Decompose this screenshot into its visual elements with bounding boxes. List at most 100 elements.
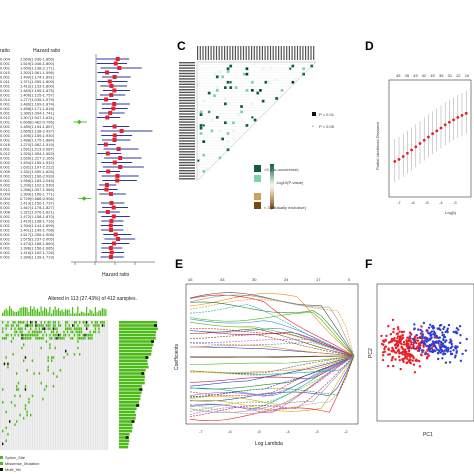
forest-hr-text: 1.331(1.090-1.625) [20, 169, 55, 174]
matrix-row-label [179, 159, 195, 161]
oncoprint-cell [3, 337, 6, 340]
oncoprint-cell [7, 362, 9, 366]
cv-x-tick: -3 [453, 200, 457, 205]
pca-point [412, 344, 415, 348]
coefficient-path [189, 355, 355, 414]
pca-point [444, 330, 447, 334]
cv-point [443, 123, 447, 127]
oncoprint-cell [59, 324, 62, 327]
forest-hr-text: 1.399(1.139-1.719) [20, 254, 55, 259]
panel-e-x-label: Log Lambda [255, 441, 283, 447]
forest-pvalue: 0.001 [0, 83, 11, 88]
pca-point [393, 337, 396, 340]
oncoprint-side-multi [141, 372, 145, 375]
oncoprint-side-bar [119, 349, 152, 353]
coef-top-tick: 43 [220, 277, 225, 282]
oncoprint-top-bar [17, 310, 19, 316]
forest-hr-text: 1.480(1.169-1.874) [20, 101, 55, 106]
forest-point [109, 84, 114, 88]
oncoprint-cell [79, 330, 81, 334]
pca-point [393, 350, 396, 354]
oncoprint-cell [19, 413, 21, 417]
pca-point [426, 357, 429, 360]
pca-point [381, 358, 385, 362]
forest-hr-text: 1.562(1.166-2.093) [20, 173, 55, 178]
forest-pvalue: 0.011 [0, 79, 10, 84]
pca-point [407, 344, 410, 348]
coefficient-path [189, 355, 355, 365]
pca-point [391, 355, 394, 359]
matrix-col-label [240, 46, 242, 60]
oncoprint-top-bar [5, 308, 7, 316]
matrix-row-label [179, 143, 195, 145]
forest-hr-text: 1.394(1.144-1.699) [20, 223, 55, 228]
forest-hr-text: 1.401(1.149-1.708) [20, 227, 55, 232]
pca-point [404, 350, 407, 354]
oncoprint-top-bar [70, 313, 72, 316]
matrix-row-label [179, 178, 195, 180]
legend-multihit-swatch [0, 468, 3, 471]
oncoprint-cell [94, 330, 97, 334]
oncoprint-top-bar [94, 307, 96, 316]
cv-top-tick: 35 [439, 73, 444, 78]
oncoprint-cell [49, 327, 51, 330]
pca-point [387, 364, 390, 368]
pca-point [444, 361, 448, 364]
oncoprint-cell [12, 324, 14, 327]
oncoprint-cell [86, 333, 88, 337]
oncoprint-cell [68, 327, 70, 330]
oncoprint-cell [30, 413, 32, 417]
oncoprint-cell [10, 401, 13, 404]
panel-d-x-label: Log(λ) [445, 210, 457, 215]
oncoprint-cell [40, 381, 42, 385]
oncoprint-top-bar [40, 306, 42, 316]
pca-point [427, 326, 431, 329]
pca-point [415, 333, 418, 337]
forest-point [119, 129, 124, 133]
forest-hr-text: 1.517(1.206-1.908) [20, 232, 55, 237]
oncoprint-top-bar [89, 309, 91, 316]
matrix-row-label [179, 148, 195, 150]
oncoprint-cell [63, 337, 65, 340]
cv-point [464, 111, 468, 115]
matrix-col-label [232, 46, 234, 60]
oncoprint-cell [2, 442, 4, 446]
coefficient-path [189, 292, 355, 357]
forest-point [108, 246, 113, 250]
oncoprint-cell [37, 337, 39, 340]
forest-pvalue: 0.001 [0, 88, 11, 93]
oncoprint-cell [30, 321, 32, 324]
coefficient-path [189, 294, 355, 357]
matrix-row-label [179, 140, 195, 142]
forest-hr-text: 1.412(1.133-1.800) [20, 83, 55, 88]
matrix-row-label [179, 137, 195, 139]
panel-e-paths [189, 292, 355, 422]
coefficient-path [189, 355, 355, 383]
oncoprint-top-bar [16, 311, 18, 316]
oncoprint-cell [49, 324, 51, 327]
oncoprint-side-bar [119, 433, 130, 436]
matrix-outline [196, 61, 317, 182]
forest-point [111, 205, 116, 210]
oncoprint-side-multi [139, 388, 143, 391]
pca-point [433, 333, 436, 336]
matrix-cell [207, 91, 211, 95]
oncoprint-cell [33, 330, 35, 334]
forest-hr-text: 0.606(0.462-0.795) [20, 119, 55, 124]
oncoprint-cell [94, 324, 97, 327]
oncoprint-cell [91, 333, 93, 337]
matrix-row-label [179, 105, 195, 107]
oncoprint-cell [93, 330, 95, 334]
oncoprint-cell [24, 407, 27, 410]
pca-point [425, 329, 428, 332]
matrix-col-label [229, 46, 231, 60]
matrix-cell [240, 110, 243, 114]
coefficient-path [189, 355, 355, 397]
panel-c-cooccurrence-matrix: C >3 (Co-occurrence) -log10(P-value) < 3… [177, 39, 335, 210]
matrix-cell [229, 64, 233, 68]
oncoprint-side-bar [119, 426, 133, 430]
forest-point [112, 88, 117, 93]
oncoprint-cell [86, 327, 88, 330]
oncoprint-cell [98, 330, 100, 334]
forest-hr-text: 1.488(1.175-1.884) [20, 137, 55, 142]
